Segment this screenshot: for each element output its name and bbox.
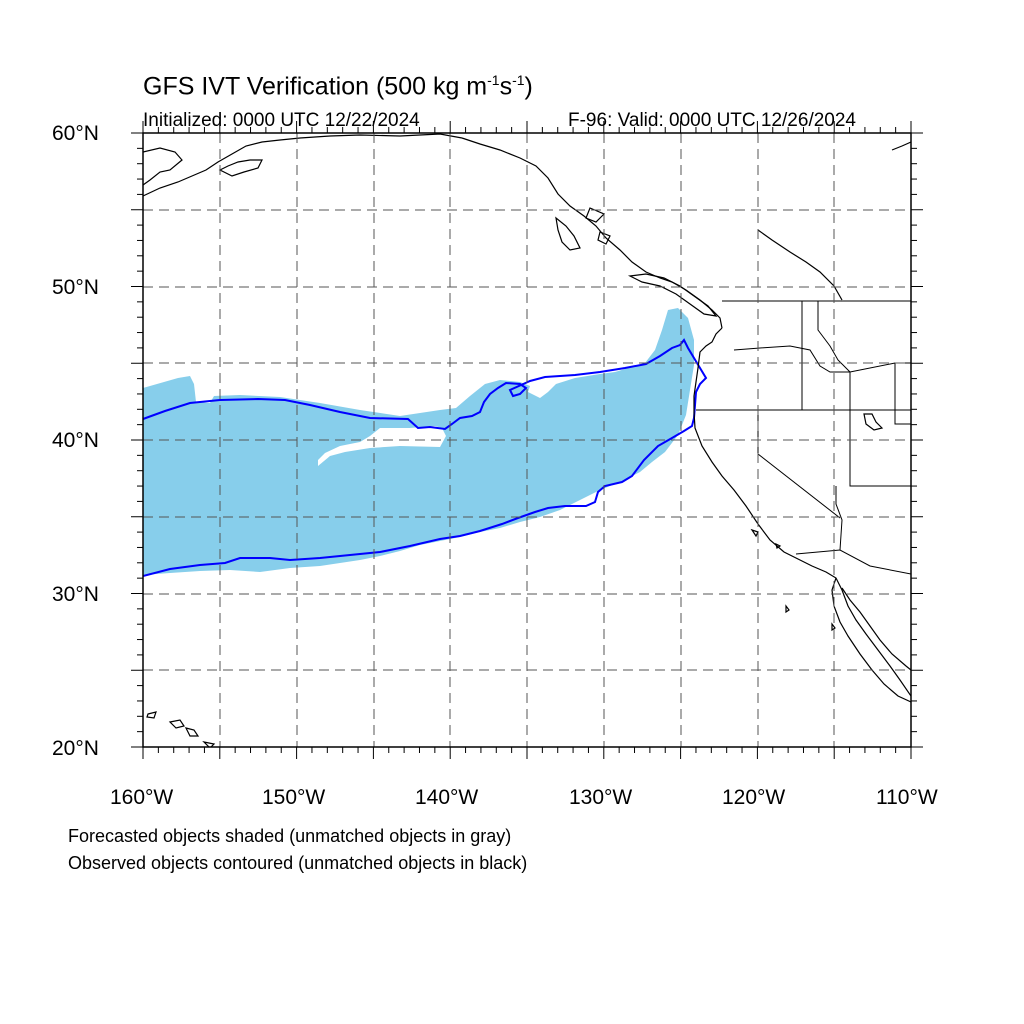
lon-label-140w: 140°W	[415, 786, 479, 809]
lat-label-40n: 40°N	[52, 429, 99, 452]
observed-object-contour	[143, 338, 708, 577]
initialized-label: Initialized: 0000 UTC 12/22/2024	[143, 110, 420, 131]
forecast-note: Forecasted objects shaded (unmatched obj…	[68, 826, 512, 846]
lon-label-110w: 110°W	[876, 786, 938, 809]
graticule	[143, 133, 911, 747]
map-title: GFS IVT Verification (500 kg m-1s-1)	[143, 72, 533, 101]
observed-note: Observed objects contoured (unmatched ob…	[68, 853, 528, 873]
valid-time-label: F-96: Valid: 0000 UTC 12/26/2024	[568, 110, 856, 131]
lat-label-20n: 20°N	[52, 737, 99, 760]
lon-label-130w: 130°W	[569, 786, 633, 809]
axis-ticks	[131, 121, 923, 759]
coastline-outlines	[143, 133, 911, 747]
lon-label-150w: 150°W	[262, 786, 326, 809]
state-borders	[696, 300, 911, 575]
lon-label-120w: 120°W	[722, 786, 786, 809]
lat-label-30n: 30°N	[52, 583, 99, 606]
lat-label-50n: 50°N	[52, 276, 99, 299]
lon-label-160w: 160°W	[110, 786, 174, 809]
forecast-object-shaded	[143, 308, 694, 575]
lat-label-60n: 60°N	[52, 122, 99, 145]
